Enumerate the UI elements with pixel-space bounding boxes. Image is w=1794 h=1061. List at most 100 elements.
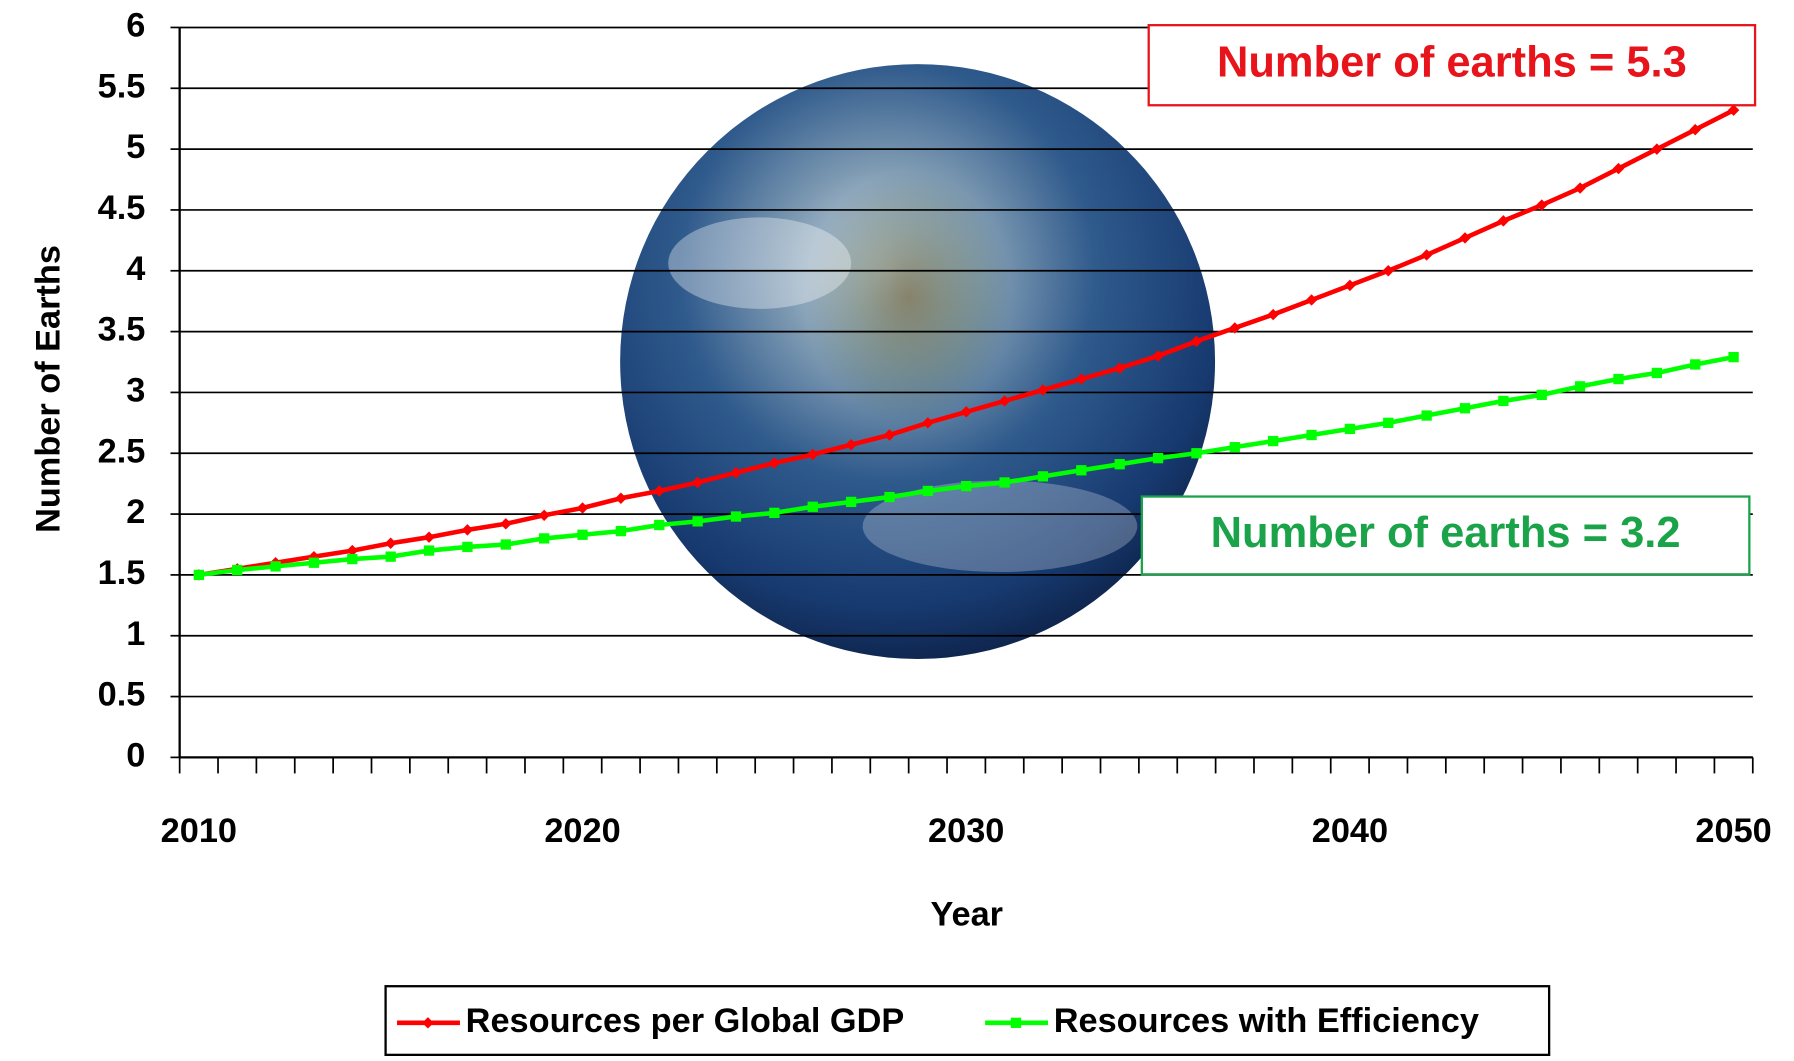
point-marker — [1498, 395, 1509, 407]
point-marker — [730, 511, 742, 522]
point-marker — [232, 564, 243, 576]
point-marker — [1267, 308, 1279, 321]
point-marker — [922, 485, 933, 497]
y-tick-label: 1 — [126, 615, 145, 653]
point-marker — [576, 502, 589, 514]
point-marker — [577, 529, 588, 540]
point-marker — [1306, 429, 1317, 441]
point-marker — [1690, 359, 1701, 370]
y-tick-label: 2.5 — [98, 432, 146, 470]
point-marker — [1574, 182, 1586, 194]
y-tick-label: 3 — [126, 371, 145, 409]
point-marker — [1305, 294, 1318, 306]
point-marker — [1344, 423, 1356, 435]
point-marker — [1229, 322, 1241, 334]
y-tick-label: 4.5 — [98, 189, 146, 227]
point-marker — [1421, 410, 1432, 421]
point-marker — [1536, 389, 1547, 401]
point-marker — [385, 551, 396, 562]
legend-label: Resources per Global GDP — [466, 1002, 905, 1040]
point-marker — [807, 501, 818, 512]
point-marker — [1114, 459, 1125, 470]
point-marker — [960, 406, 972, 418]
point-marker — [1152, 452, 1164, 464]
point-marker — [807, 448, 819, 461]
point-marker — [768, 457, 781, 469]
point-marker — [845, 496, 857, 508]
point-marker — [1268, 435, 1279, 447]
point-marker — [1010, 1017, 1022, 1028]
y-tick-label: 2 — [126, 493, 145, 531]
point-marker — [1536, 199, 1548, 211]
earth-image — [620, 64, 1216, 659]
x-axis-title: Year — [931, 895, 1004, 933]
point-marker — [1727, 104, 1740, 116]
point-marker — [1613, 373, 1624, 385]
point-marker — [961, 480, 972, 492]
point-marker — [615, 525, 627, 537]
point-marker — [461, 524, 474, 536]
x-tick-label: 2020 — [544, 812, 620, 850]
legend-box — [384, 985, 1551, 1056]
point-marker — [654, 519, 665, 531]
annotation-box — [1140, 495, 1751, 576]
point-marker — [692, 516, 703, 527]
point-marker — [270, 561, 281, 572]
point-marker — [1229, 442, 1240, 453]
point-marker — [999, 477, 1010, 488]
point-marker — [884, 491, 895, 503]
x-tick-label: 2010 — [161, 812, 237, 850]
point-marker — [1689, 123, 1701, 136]
y-axis-title: Number of Earths — [29, 245, 67, 533]
point-marker — [1651, 143, 1663, 155]
y-tick-label: 5 — [126, 128, 145, 166]
point-marker — [1651, 367, 1663, 379]
point-marker — [1190, 335, 1203, 348]
point-marker — [615, 492, 627, 504]
point-marker — [883, 429, 896, 441]
y-tick-label: 3.5 — [98, 311, 146, 349]
point-marker — [1383, 417, 1394, 428]
point-marker — [1574, 381, 1586, 392]
point-marker — [462, 541, 473, 553]
x-tick-label: 2050 — [1695, 812, 1771, 850]
point-marker — [922, 417, 934, 429]
point-marker — [1728, 351, 1739, 363]
x-tick-label: 2030 — [928, 812, 1004, 850]
y-tick-label: 4 — [126, 250, 145, 288]
point-marker — [539, 533, 550, 544]
annotation-box — [1147, 24, 1757, 107]
annotation-text: Number of earths = 5.3 — [1217, 39, 1687, 87]
y-tick-label: 1.5 — [98, 554, 146, 592]
point-marker — [769, 507, 780, 519]
point-marker — [1344, 279, 1356, 292]
point-marker — [384, 537, 397, 549]
point-marker — [1113, 362, 1126, 374]
point-marker — [1497, 215, 1510, 227]
point-marker — [1420, 249, 1433, 261]
y-tick-label: 0.5 — [98, 676, 146, 714]
point-marker — [347, 553, 358, 565]
y-tick-label: 0 — [126, 736, 145, 774]
annotation-text: Number of earths = 3.2 — [1211, 509, 1681, 557]
y-tick-label: 5.5 — [98, 67, 146, 105]
legend-label: Resources with Efficiency — [1054, 1002, 1479, 1040]
point-marker — [1076, 465, 1087, 476]
x-tick-label: 2040 — [1312, 812, 1388, 850]
point-marker — [423, 545, 435, 556]
point-marker — [1191, 448, 1202, 459]
point-marker — [691, 476, 704, 489]
point-marker — [423, 531, 435, 543]
y-tick-label: 6 — [126, 7, 145, 45]
point-marker — [1459, 403, 1471, 414]
point-marker — [500, 539, 511, 550]
point-marker — [1037, 471, 1049, 482]
point-marker — [308, 557, 320, 568]
point-marker — [538, 509, 550, 522]
point-marker — [193, 569, 204, 581]
point-marker — [845, 439, 857, 451]
point-marker — [500, 518, 512, 530]
point-marker — [653, 485, 665, 497]
